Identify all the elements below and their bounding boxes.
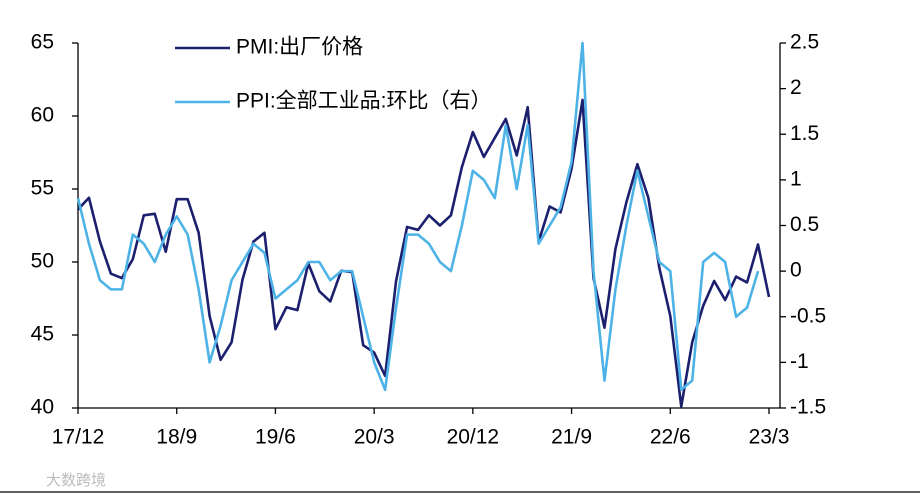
legend-label: PMI:出厂价格: [236, 36, 363, 59]
x-tick-label: 20/3: [354, 426, 395, 449]
x-tick-label: 22/6: [650, 426, 691, 449]
watermark: 大数跨境: [46, 471, 106, 489]
y2-tick-label: -1.5: [790, 396, 826, 419]
y2-tick-label: 2: [790, 76, 802, 99]
y2-tick-label: 1: [790, 167, 802, 190]
y2-tick-label: -0.5: [790, 304, 826, 327]
y2-tick-label: 2.5: [790, 31, 819, 54]
x-tick-label: 20/12: [447, 426, 500, 449]
x-tick-label: 17/12: [52, 426, 105, 449]
legend-label: PPI:全部工业品:环比（右）: [236, 90, 492, 113]
series-line: [77, 98, 771, 408]
y-tick-label: 50: [31, 250, 54, 273]
x-tick-label: 19/6: [255, 426, 296, 449]
x-tick-label: 18/9: [156, 426, 197, 449]
y-tick-label: 45: [31, 323, 54, 346]
y-tick-label: 60: [31, 104, 54, 127]
y-tick-label: 40: [31, 396, 54, 419]
y-tick-label: 55: [31, 177, 54, 200]
x-tick-label: 21/9: [551, 426, 592, 449]
y2-tick-label: -1: [790, 350, 809, 373]
series-line: [76, 41, 760, 392]
y-tick-label: 65: [31, 31, 54, 54]
y2-tick-label: 0: [790, 259, 802, 282]
x-tick-label: 23/3: [749, 426, 790, 449]
y2-tick-label: 1.5: [790, 122, 819, 145]
y2-tick-label: 0.5: [790, 213, 819, 236]
